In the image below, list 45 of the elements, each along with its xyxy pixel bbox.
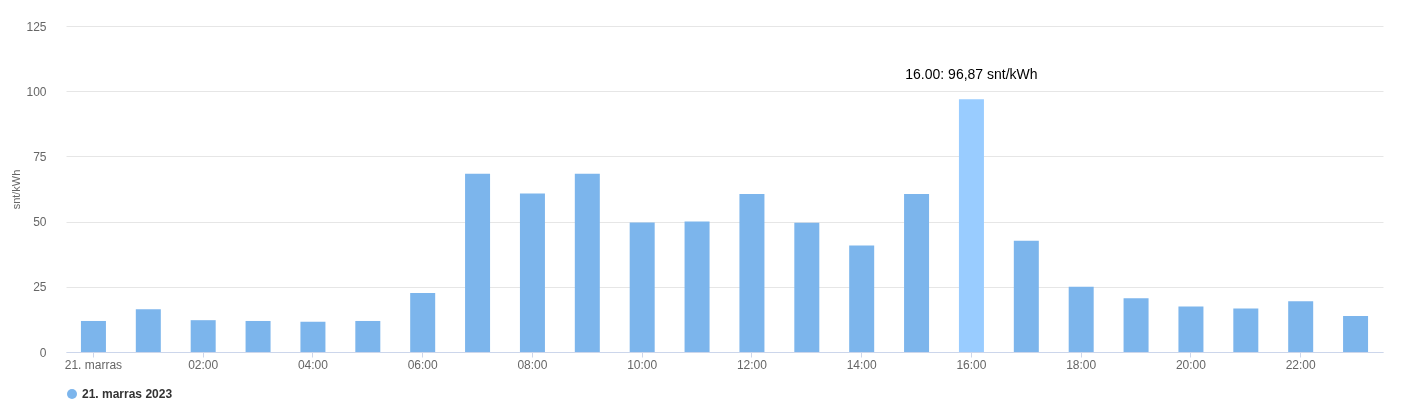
y-axis-title: snt/kWh [10, 169, 23, 210]
bar [1123, 298, 1149, 352]
bar [1343, 316, 1369, 352]
x-tick-label: 21. marras [64, 357, 123, 372]
y-tick-label: 125 [26, 19, 47, 34]
x-tick-label: 08:00 [517, 357, 548, 372]
bar [355, 320, 381, 352]
annotation: 16.00: 96,87 snt/kWh [905, 66, 1038, 83]
y-tick-label: 75 [33, 149, 47, 164]
bar [574, 173, 600, 352]
bar [904, 193, 930, 352]
bar [245, 320, 271, 352]
bar [135, 309, 161, 352]
bar [1233, 308, 1259, 352]
y-tick-label: 25 [33, 280, 47, 295]
x-tick-label: 22:00 [1285, 357, 1317, 372]
x-tick-label: 10:00 [627, 357, 658, 372]
x-tick-label: 20:00 [1175, 357, 1207, 372]
x-tick-label: 18:00 [1066, 357, 1097, 372]
bar [849, 245, 875, 352]
x-tick-label: 06:00 [407, 357, 439, 372]
bar [684, 221, 710, 352]
bar [410, 293, 436, 352]
x-tick-label: 04:00 [297, 357, 329, 372]
bar [629, 222, 655, 352]
bar [1068, 286, 1094, 352]
bar [958, 99, 984, 352]
bar [190, 320, 216, 352]
y-tick-label: 100 [26, 84, 47, 99]
bar [794, 222, 820, 352]
legend-label: 21. marras 2023 [82, 387, 173, 401]
x-tick-label: 12:00 [736, 357, 768, 372]
y-tick-label: 50 [33, 215, 47, 230]
y-tick-label: 0 [39, 345, 47, 360]
bar [1288, 301, 1314, 352]
x-tick-label: 02:00 [188, 357, 219, 372]
x-tick-label: 16:00 [956, 357, 987, 372]
bar [1013, 240, 1039, 352]
bar [465, 173, 491, 352]
x-tick-label: 14:00 [846, 357, 878, 372]
bar [300, 321, 326, 352]
bar [80, 320, 106, 352]
bar [1178, 306, 1204, 352]
bar [739, 193, 765, 352]
bar [519, 193, 545, 352]
